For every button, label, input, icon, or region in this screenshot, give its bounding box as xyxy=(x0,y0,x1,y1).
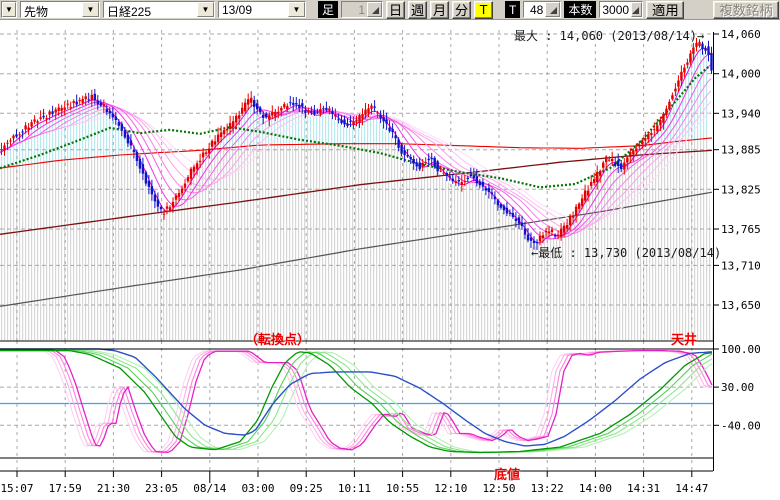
oscillator-axis-label: 100.00 xyxy=(721,343,761,356)
period-button-tick[interactable]: T xyxy=(474,0,494,19)
time-axis-label: 23:05 xyxy=(145,482,178,495)
rci-mid-line xyxy=(0,350,713,454)
contract-select-value: 13/09 xyxy=(222,3,253,17)
interval-stepper[interactable]: 1 xyxy=(341,1,384,18)
tick-count-label: T xyxy=(505,1,521,18)
chart-area: 14,060 14,000 13,940 13,885 13,825 13,765 13,7… xyxy=(0,20,780,500)
high-annotation: 最大 : 14,060 (2013/08/14)→ xyxy=(514,29,705,43)
ma-ribbon-line xyxy=(0,90,712,231)
rci-short-line xyxy=(0,349,713,453)
oscillator-axis-label: -40.00 xyxy=(721,419,761,432)
ceiling-annotation: 天井 xyxy=(671,332,698,347)
interval-value: 1 xyxy=(358,3,366,17)
time-axis-label: 12:10 xyxy=(434,482,467,495)
dropdown-arrow-icon[interactable]: ▼ xyxy=(288,2,305,17)
rci-short-line xyxy=(0,349,712,453)
bar-count-stepper[interactable]: 3000 xyxy=(599,1,644,18)
multi-symbol-button[interactable]: 複数銘柄 xyxy=(713,0,779,19)
stepper-icon[interactable] xyxy=(545,2,561,17)
time-axis-label: 09:25 xyxy=(290,482,323,495)
price-axis-label: 13,765 xyxy=(721,223,761,236)
bar-count-label: 本数 xyxy=(564,1,597,18)
rci-long-line xyxy=(0,348,713,447)
tick-stepper[interactable]: 48 xyxy=(523,1,562,18)
rci-mid-line xyxy=(0,350,713,454)
time-axis-label: 21:30 xyxy=(97,482,130,495)
time-axis-label: 10:55 xyxy=(386,482,419,495)
market-select-value: 先物 xyxy=(24,5,49,17)
price-axis-label: 13,940 xyxy=(721,107,761,120)
price-axis-label: 13,885 xyxy=(721,144,761,157)
low-annotation: ←最低 : 13,730 (2013/08/14) xyxy=(531,246,722,260)
toolbar: ▼ 先物 ▼ 日経225 ▼ 13/09 ▼ 足 1 日 週 月 分 T T 4… xyxy=(0,0,780,20)
oscillator-axis-label: 30.00 xyxy=(721,381,754,394)
price-axis-label: 13,710 xyxy=(721,259,761,272)
collapse-dropdown[interactable]: ▼ xyxy=(1,1,17,18)
apply-button[interactable]: 適用 xyxy=(646,0,685,19)
period-button-month[interactable]: 月 xyxy=(430,0,450,19)
red-ma-line xyxy=(0,137,713,169)
rci-mid-main-line xyxy=(0,349,713,454)
cloud-fill-gray xyxy=(0,138,713,340)
ma-ribbon-line xyxy=(0,53,712,240)
axis-labels: 14,060 14,000 13,940 13,885 13,825 13,765 13,7… xyxy=(0,28,760,495)
bar-type-label: 足 xyxy=(318,1,339,18)
stepper-icon[interactable] xyxy=(367,2,383,17)
axes xyxy=(0,32,719,483)
time-axis-label: 14:31 xyxy=(627,482,660,495)
contract-select[interactable]: 13/09 ▼ xyxy=(218,1,306,18)
time-axis-label: 14:00 xyxy=(579,482,612,495)
ma-ribbon-line xyxy=(0,64,712,238)
turning-point-annotation: （転換点） xyxy=(245,332,311,347)
bar-count-value: 3000 xyxy=(602,3,630,17)
rci-mid-line xyxy=(0,350,713,454)
rci-short-main-line xyxy=(0,349,713,454)
symbol-select-value: 日経225 xyxy=(107,5,152,17)
time-axis-label: 17:59 xyxy=(49,482,82,495)
dropdown-arrow-icon[interactable]: ▼ xyxy=(2,2,16,17)
time-axis-label: 12:50 xyxy=(482,482,515,495)
time-axis-label: 15:07 xyxy=(0,482,33,495)
period-button-day[interactable]: 日 xyxy=(386,0,406,19)
time-axis-label: 14:47 xyxy=(675,482,708,495)
period-button-minute[interactable]: 分 xyxy=(452,0,472,19)
period-button-week[interactable]: 週 xyxy=(408,0,428,19)
candlesticks xyxy=(0,38,713,250)
time-axis-label: 10:11 xyxy=(338,482,371,495)
stepper-icon[interactable] xyxy=(631,2,643,17)
dropdown-arrow-icon[interactable]: ▼ xyxy=(82,2,99,17)
bottom-annotation: 底値 xyxy=(494,467,521,482)
chart-canvas: 14,060 14,000 13,940 13,885 13,825 13,765 13,7… xyxy=(0,28,761,495)
time-axis-label: 13:22 xyxy=(531,482,564,495)
price-axis-label: 13,825 xyxy=(721,183,761,196)
price-axis-label: 13,650 xyxy=(721,299,761,312)
price-axis-label: 14,000 xyxy=(721,68,761,81)
tick-value: 48 xyxy=(530,3,544,17)
price-axis-label: 14,060 xyxy=(721,28,761,41)
time-axis-label: 03:00 xyxy=(241,482,274,495)
time-axis-label: 08/14 xyxy=(193,482,226,495)
symbol-select[interactable]: 日経225 ▼ xyxy=(103,1,215,18)
maroon-trend-line xyxy=(0,149,713,235)
dropdown-arrow-icon[interactable]: ▼ xyxy=(197,2,214,17)
market-select[interactable]: 先物 ▼ xyxy=(20,1,100,18)
